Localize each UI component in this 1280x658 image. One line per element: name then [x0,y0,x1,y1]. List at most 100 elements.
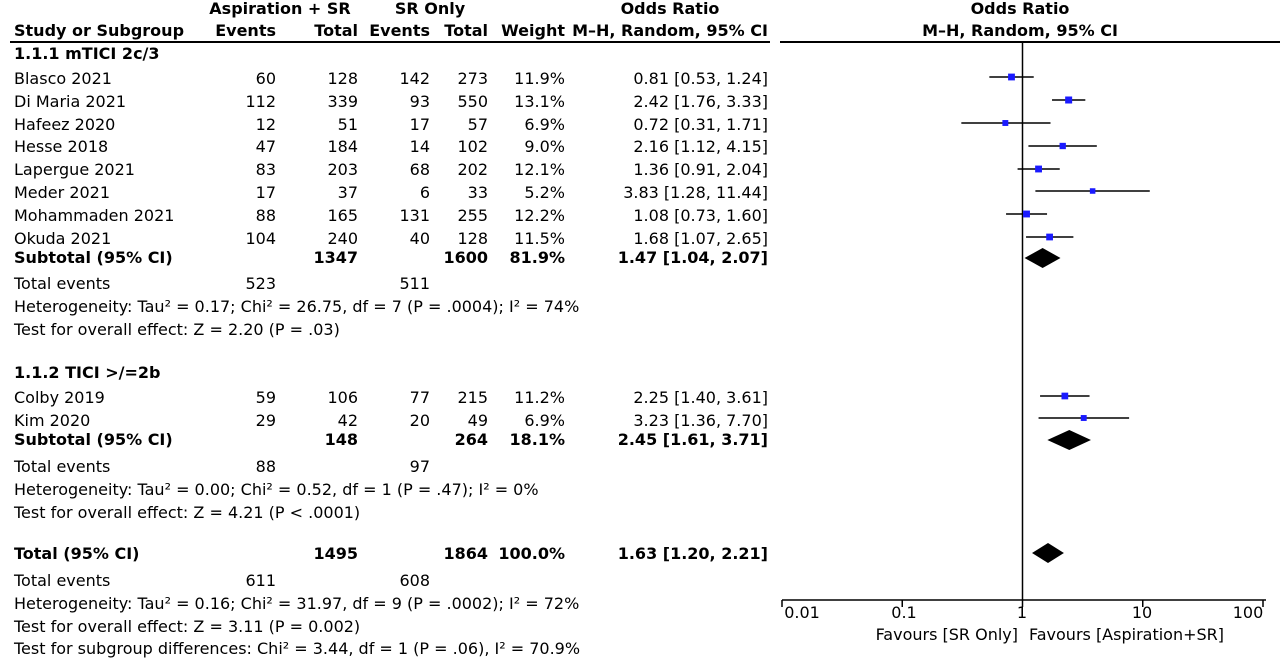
odds-ratio-ci: 2.42 [1.76, 3.33] [633,91,768,111]
weight: 6.9% [524,410,565,430]
subtotal-total2: 264 [454,430,488,449]
plot-title: Odds Ratio [970,0,1070,18]
weight-header: Weight [501,21,565,40]
events-2: 40 [409,228,430,248]
total-events-label: Total events [14,571,111,590]
events-1: 88 [255,205,276,225]
total-2: 33 [467,183,488,202]
odds-ratio-ci: 1.36 [0.91, 2.04] [633,160,768,180]
total-label: Total (95% CI) [14,544,140,563]
odds-ratio-ci: 2.16 [1.12, 4.15] [633,137,768,157]
study-name: Hafeez 2020 [14,114,116,134]
favours-right-label: Favours [Aspiration+SR] [1029,625,1225,644]
events-1: 83 [255,160,276,180]
heterogeneity-text: Heterogeneity: Tau² = 0.00; Chi² = 0.52,… [14,480,539,499]
weight: 12.2% [514,205,565,225]
study-marker [1008,73,1015,81]
total-1: 51 [337,114,358,134]
total-1: 128 [327,69,358,88]
total-events-1: 611 [245,571,276,590]
subgroup-title: 1.1.2 TICI >/=2b [14,363,161,382]
plot-method-header: M–H, Random, 95% CI [922,21,1118,40]
subtotal-label: Subtotal (95% CI) [14,430,173,449]
events-2: 93 [409,91,430,111]
study-name: Meder 2021 [14,183,111,202]
axis-tick-label: 10 [1131,603,1153,622]
total-1: 203 [327,160,358,180]
study-marker [1061,392,1069,400]
weight: 5.2% [524,183,565,202]
weight: 9.0% [524,137,565,157]
group2-header: SR Only [394,0,466,18]
overall-effect-text: Test for overall effect: Z = 2.20 (P = .… [14,320,340,339]
pooled-diamond [1024,248,1061,268]
events-1: 12 [255,114,276,134]
subtotal-label: Subtotal (95% CI) [14,248,173,267]
study-marker [1035,165,1042,173]
total2-header: Total [444,21,488,40]
weight: 11.9% [514,69,565,88]
axis-tick-label: 0.01 [784,603,820,622]
odds-ratio-ci: 2.25 [1.40, 3.61] [633,388,768,407]
subtotal-weight: 18.1% [509,430,565,449]
total-events-1: 523 [245,274,276,293]
pooled-diamond [1047,430,1091,450]
events-1: 60 [255,69,276,88]
odds-ratio-ci: 0.81 [0.53, 1.24] [633,69,768,88]
odds-ratio-ci: 3.83 [1.28, 11.44] [623,183,768,202]
group1-header: Aspiration + SR [209,0,351,18]
odds-ratio-ci: 1.68 [1.07, 2.65] [633,228,768,248]
pooled-diamond [1032,543,1064,563]
events2-header: Events [369,21,430,40]
events1-header: Events [215,21,276,40]
total-total1: 1495 [313,544,358,563]
events-2: 6 [419,183,430,202]
events-2: 77 [409,388,430,407]
odds-ratio-ci: 1.08 [0.73, 1.60] [633,205,768,225]
study-name: Hesse 2018 [14,137,109,157]
total-events-label: Total events [14,457,111,476]
total-1: 339 [327,91,358,111]
total-2: 57 [467,114,488,134]
subtotal-weight: 81.9% [509,248,565,267]
study-name: Colby 2019 [14,388,105,407]
total-2: 202 [457,160,488,180]
study-name: Blasco 2021 [14,69,112,88]
total-2: 215 [457,388,488,407]
subtotal-total1: 1347 [313,248,358,267]
study-marker [1080,415,1087,421]
events-1: 17 [255,183,276,202]
events-2: 17 [409,114,430,134]
total-1: 240 [327,228,358,248]
weight: 11.2% [514,388,565,407]
total-events-2: 97 [409,457,430,476]
weight: 6.9% [524,114,565,134]
total-2: 102 [457,137,488,157]
odds-ratio-ci: 0.72 [0.31, 1.71] [633,114,768,134]
header-rule-left [10,41,770,43]
total-2: 550 [457,91,488,111]
odds-ratio-ci: 3.23 [1.36, 7.70] [633,410,768,430]
total-ci: 1.63 [1.20, 2.21] [617,544,768,563]
events-1: 29 [255,410,276,430]
total-1: 37 [337,183,358,202]
header-rule-right [780,41,1280,43]
overall-effect-text: Test for overall effect: Z = 3.11 (P = 0… [14,617,361,636]
total1-header: Total [314,21,358,40]
subtotal-ci: 2.45 [1.61, 3.71] [617,430,768,449]
events-2: 14 [409,137,430,157]
total-2: 255 [457,205,488,225]
events-1: 112 [245,91,276,111]
events-2: 20 [409,410,430,430]
study-marker [1059,142,1066,150]
subgroup-title: 1.1.1 mTICI 2c/3 [14,44,160,63]
subtotal-ci: 1.47 [1.04, 2.07] [617,248,768,267]
study-marker [1002,120,1009,126]
weight: 12.1% [514,160,565,180]
events-1: 104 [245,228,276,248]
total-1: 106 [327,388,358,407]
axis-tick-label: 0.1 [891,603,917,622]
study-name: Okuda 2021 [14,228,112,248]
total-weight: 100.0% [498,544,565,563]
